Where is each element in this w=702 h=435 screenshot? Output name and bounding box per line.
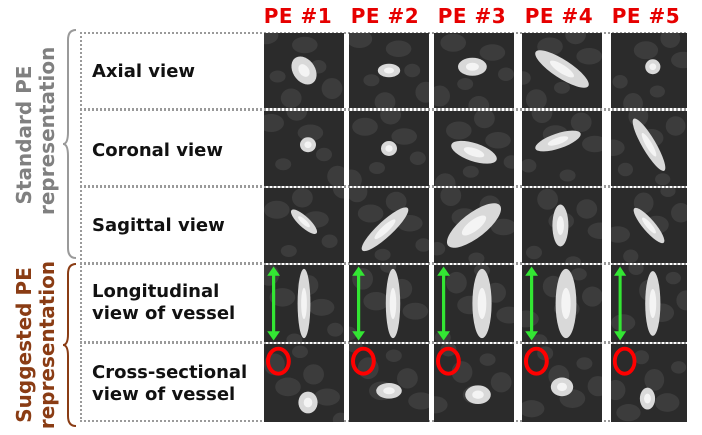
pe-4-header: PE #4 xyxy=(524,4,594,28)
ct-patch-axial-pe-2 xyxy=(349,33,429,108)
pe-2-header: PE #2 xyxy=(350,4,420,28)
ct-patch-sagittal-pe-2 xyxy=(349,188,429,263)
ct-patch-sagittal-pe-5 xyxy=(611,188,687,263)
standard-label-line1: Standard PE xyxy=(12,65,36,205)
ct-patch-cross-sectional-pe-5 xyxy=(611,344,687,422)
ct-patch-coronal-pe-4 xyxy=(522,111,602,186)
row-label-line: Cross-sectional xyxy=(92,362,248,383)
row-label-line: Longitudinal xyxy=(92,281,220,302)
ct-patch-coronal-pe-1 xyxy=(264,111,344,186)
ct-patch-longitudinal-pe-4 xyxy=(522,265,602,342)
ct-patch-axial-pe-4 xyxy=(522,33,602,108)
green-double-arrow xyxy=(352,266,365,341)
ct-patch-longitudinal-pe-5 xyxy=(611,265,687,342)
row-label-coronal: Coronal view xyxy=(92,140,223,162)
standard-group-brace xyxy=(62,29,77,259)
suggested-group-label: Suggested PE representation xyxy=(12,255,63,435)
row-label-longitudinal: Longitudinal view of vessel xyxy=(92,281,235,325)
pe-5-header: PE #5 xyxy=(611,4,681,28)
green-double-arrow xyxy=(267,266,280,341)
ct-patch-cross-sectional-pe-1 xyxy=(264,344,344,422)
row-label-line: Sagittal view xyxy=(92,215,225,236)
row-label-line: view of vessel xyxy=(92,384,236,405)
ct-patch-axial-pe-5 xyxy=(611,33,687,108)
red-circle-marker xyxy=(351,346,376,376)
ct-patch-coronal-pe-2 xyxy=(349,111,429,186)
red-circle-marker xyxy=(612,346,637,376)
row-label-sagittal: Sagittal view xyxy=(92,215,225,237)
ct-patch-cross-sectional-pe-4 xyxy=(522,344,602,422)
ct-patch-longitudinal-pe-3 xyxy=(434,265,514,342)
row-label-line: Coronal view xyxy=(92,140,223,161)
ct-patch-longitudinal-pe-1 xyxy=(264,265,344,342)
red-circle-marker xyxy=(436,346,461,376)
green-double-arrow xyxy=(437,266,450,341)
pe-3-header: PE #3 xyxy=(437,4,507,28)
red-circle-marker xyxy=(524,346,549,376)
suggested-label-line2: representation xyxy=(35,260,59,430)
ct-patch-sagittal-pe-4 xyxy=(522,188,602,263)
suggested-group-brace xyxy=(62,263,77,427)
ct-patch-coronal-pe-5 xyxy=(611,111,687,186)
row-label-line: Axial view xyxy=(92,61,196,82)
row-label-line: view of vessel xyxy=(92,303,236,324)
ct-patch-cross-sectional-pe-2 xyxy=(349,344,429,422)
red-circle-marker xyxy=(266,346,291,376)
ct-patch-longitudinal-pe-2 xyxy=(349,265,429,342)
standard-label-line2: representation xyxy=(35,46,59,215)
ct-patch-axial-pe-1 xyxy=(264,33,344,108)
ct-patch-sagittal-pe-3 xyxy=(434,188,514,263)
row-label-cross-sectional: Cross-sectional view of vessel xyxy=(92,362,247,406)
pe-1-header: PE #1 xyxy=(263,4,333,28)
ct-patch-axial-pe-3 xyxy=(434,33,514,108)
suggested-label-line1: Suggested PE xyxy=(12,267,36,423)
ct-patch-sagittal-pe-1 xyxy=(264,188,344,263)
green-double-arrow xyxy=(614,266,627,341)
row-label-axial: Axial view xyxy=(92,61,195,83)
ct-patch-cross-sectional-pe-3 xyxy=(434,344,514,422)
green-double-arrow xyxy=(525,266,538,341)
ct-patch-coronal-pe-3 xyxy=(434,111,514,186)
standard-group-label: Standard PE representation xyxy=(12,46,63,215)
